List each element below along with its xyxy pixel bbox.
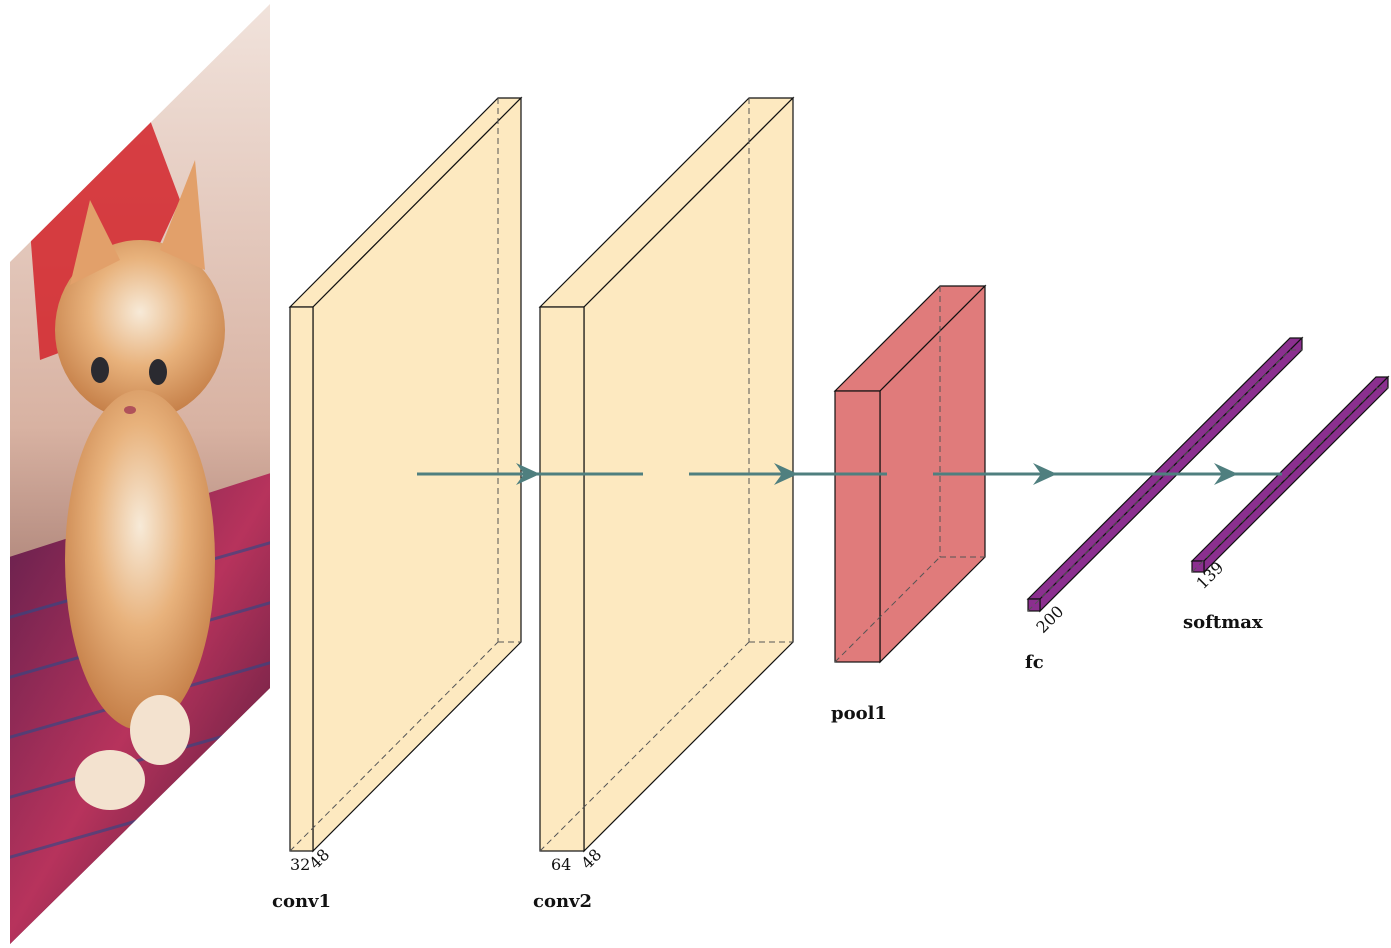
fc-block-hidden-edge xyxy=(1027,349,1291,612)
input-image-kitten xyxy=(10,4,270,944)
pool1-block-hidden-edge xyxy=(834,556,941,663)
fc-label: fc xyxy=(1025,652,1044,673)
pool1-label: pool1 xyxy=(831,703,887,724)
fc-block-top-face xyxy=(1026,337,1304,600)
conv1-block-hidden-edge xyxy=(289,641,499,852)
pool1-block xyxy=(833,284,987,664)
arrow-head-3 xyxy=(1033,463,1057,485)
conv1-dim-a: 32 xyxy=(290,855,310,874)
conv1-block-front-face xyxy=(289,306,314,852)
conv2-block-front-face xyxy=(539,306,585,852)
conv2-dim-a: 64 xyxy=(551,855,571,874)
conv2-block xyxy=(538,96,795,853)
arrow-head-2 xyxy=(774,463,798,485)
pool1-block-front-face xyxy=(834,390,881,663)
conv1-label: conv1 xyxy=(272,891,331,912)
arrow-head-4 xyxy=(1214,463,1238,485)
arrow-head-1 xyxy=(516,463,540,485)
arrows xyxy=(417,463,1282,485)
softmax-block xyxy=(1190,375,1390,574)
softmax-block-front-face xyxy=(1191,560,1205,573)
conv2-label: conv2 xyxy=(533,891,592,912)
softmax-label: softmax xyxy=(1183,612,1263,633)
softmax-block-hidden-edge xyxy=(1191,387,1377,573)
